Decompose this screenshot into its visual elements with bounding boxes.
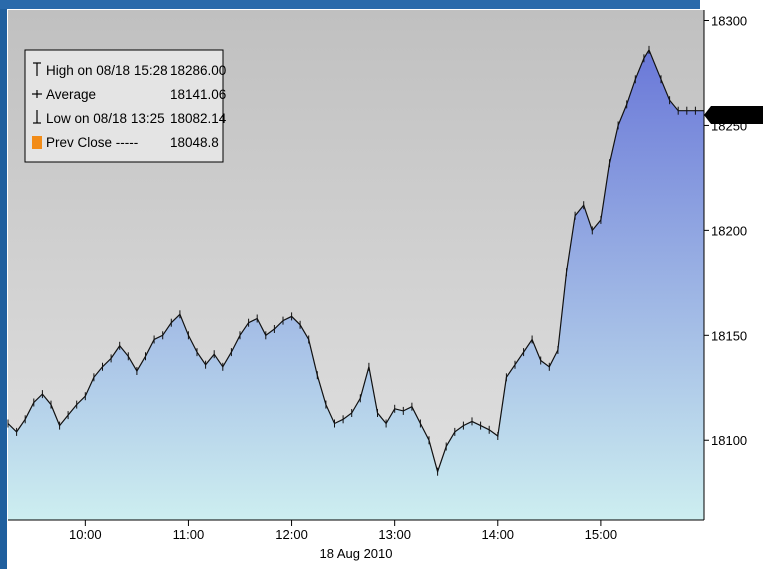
- y-tick-label: 18300: [711, 13, 747, 28]
- legend-label-high: High on 08/18 15:28: [46, 63, 168, 78]
- price-area-fill: [8, 49, 704, 521]
- legend-value-average: 18141.06: [170, 87, 226, 102]
- x-tick-label: 12:00: [275, 527, 308, 542]
- x-axis-ticks: 10:00 11:00 12:00 13:00 14:00 15:00: [69, 520, 617, 542]
- legend-entry-prev-close: Prev Close ----- 18048.8: [32, 135, 219, 150]
- legend-label-prev-close: Prev Close -----: [46, 135, 138, 150]
- legend-entry-high: High on 08/18 15:28 18286.00: [33, 62, 226, 78]
- y-tick-label: 18200: [711, 223, 747, 238]
- legend-value-prev-close: 18048.8: [170, 135, 219, 150]
- legend-entry-low: Low on 08/18 13:25 18082.14: [33, 110, 227, 126]
- last-price-value: 18257.12: [713, 108, 763, 123]
- last-price-badge-background: [704, 106, 763, 124]
- chart-legend: High on 08/18 15:28 18286.00 Average 181…: [24, 49, 227, 163]
- legend-value-high: 18286.00: [170, 63, 226, 78]
- frame-left-border: [0, 0, 7, 569]
- last-price-badge: 18257.12: [704, 106, 763, 124]
- legend-label-average: Average: [46, 87, 96, 102]
- average-marker-icon: [32, 90, 42, 98]
- x-tick-label: 14:00: [482, 527, 515, 542]
- x-tick-label: 11:00: [173, 527, 205, 542]
- x-tick-label: 10:00: [69, 527, 102, 542]
- high-marker-icon: [33, 62, 41, 76]
- legend-entry-average: Average 18141.06: [32, 87, 226, 102]
- x-tick-label: 13:00: [378, 527, 411, 542]
- price-area-layer: [8, 49, 704, 521]
- price-line: [7, 48, 704, 474]
- legend-box: [24, 49, 224, 163]
- low-marker-icon: [33, 110, 41, 124]
- legend-value-low: 18082.14: [170, 111, 227, 126]
- y-tick-label: 18150: [711, 328, 747, 343]
- price-line-layer: [7, 45, 705, 476]
- frame-top-border: [0, 0, 700, 9]
- y-tick-label: 18100: [711, 433, 747, 448]
- prev-close-marker-icon: [32, 136, 42, 149]
- x-tick-label: 15:00: [585, 527, 618, 542]
- x-axis-date-label: 18 Aug 2010: [319, 546, 392, 561]
- legend-label-low: Low on 08/18 13:25: [46, 111, 165, 126]
